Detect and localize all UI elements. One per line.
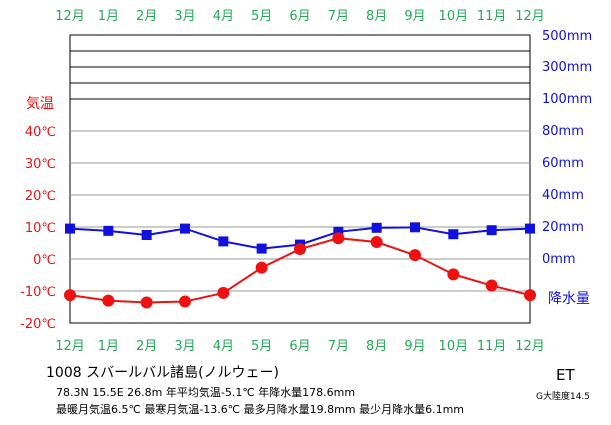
month-label-bottom: 7月: [328, 339, 349, 354]
precipitation-point: [256, 243, 267, 254]
precipitation-tick-label: 100mm: [542, 92, 592, 107]
month-label-bottom: 3月: [174, 339, 195, 354]
month-label-top: 1月: [98, 9, 119, 24]
precipitation-point: [141, 230, 152, 240]
temperature-point: [140, 296, 153, 309]
precipitation-point: [180, 223, 190, 234]
precipitation-point: [486, 225, 497, 236]
month-label-top: 3月: [174, 9, 195, 24]
precipitation-tick-label: 20mm: [542, 220, 584, 235]
precipitation-tick-label: 0mm: [542, 252, 576, 267]
station-stats-line-1: 78.3N 15.5E 26.8m 年平均気温-5.1℃ 年降水量178.6mm: [56, 386, 356, 399]
precipitation-point: [103, 225, 114, 236]
month-label-bottom: 12月: [515, 339, 545, 354]
temperature-point: [102, 294, 115, 307]
precipitation-point: [371, 222, 382, 233]
month-label-top: 5月: [251, 9, 272, 24]
month-label-top: 12月: [55, 9, 85, 24]
month-label-top: 10月: [439, 9, 469, 24]
temperature-tick-label: 10℃: [25, 221, 56, 236]
continentality-index: G大陸度14.5: [536, 392, 591, 402]
temperature-tick-label: -20℃: [20, 317, 56, 332]
month-label-bottom: 12月: [55, 339, 85, 354]
temperature-tick-label: -10℃: [20, 285, 56, 300]
month-label-top: 12月: [515, 9, 545, 24]
month-label-top: 6月: [289, 9, 310, 24]
climate-classification: ET: [556, 366, 575, 384]
precipitation-tick-label: 300mm: [542, 60, 592, 75]
temperature-point: [332, 232, 345, 245]
temperature-tick-label: 40℃: [25, 125, 56, 140]
month-label-bottom: 8月: [366, 339, 387, 354]
precipitation-tick-label: 40mm: [542, 188, 584, 203]
grid-lines: [70, 50, 530, 292]
month-label-bottom: 5月: [251, 339, 272, 354]
temperature-point: [485, 279, 498, 292]
month-label-top: 11月: [477, 9, 507, 24]
month-label-bottom: 6月: [289, 339, 310, 354]
plot-frame: [69, 34, 531, 324]
month-label-top: 2月: [136, 9, 157, 24]
month-label-bottom: 11月: [477, 339, 507, 354]
precipitation-point: [333, 226, 344, 237]
precipitation-point: [448, 229, 459, 240]
precipitation-tick-label: 80mm: [542, 124, 584, 139]
month-label-bottom: 9月: [404, 339, 425, 354]
precipitation-point: [65, 223, 75, 234]
precipitation-axis-label: 降水量: [548, 291, 590, 307]
month-label-bottom: 2月: [136, 339, 157, 354]
temperature-point: [524, 289, 536, 302]
temperature-axis-label: 気温: [26, 96, 54, 112]
temperature-point: [447, 268, 460, 281]
month-label-bottom: 1月: [98, 339, 119, 354]
precipitation-point: [218, 236, 229, 247]
precipitation-tick-label: 60mm: [542, 156, 584, 171]
plot-border: [69, 34, 531, 324]
precipitation-point: [410, 222, 420, 233]
temperature-tick-label: 20℃: [25, 189, 56, 204]
month-label-top: 9月: [404, 9, 425, 24]
temperature-point: [294, 243, 306, 256]
month-label-bottom: 10月: [439, 339, 469, 354]
temperature-point: [370, 236, 383, 249]
temperature-point: [64, 289, 76, 302]
temperature-axis: 気温 40℃ 30℃ 20℃ 10℃ 0℃ -10℃ -20℃: [20, 96, 56, 332]
precipitation-tick-label: 500mm: [542, 29, 592, 44]
temperature-tick-label: 0℃: [33, 253, 56, 268]
station-stats-line-2: 最暖月気温6.5℃ 最寒月気温-13.6℃ 最多月降水量19.8mm 最少月降水…: [56, 403, 464, 416]
month-label-top: 7月: [328, 9, 349, 24]
month-labels-bottom: 12月 1月 2月 3月 4月 5月 6月 7月 8月 9月 10月 11月 12月: [55, 339, 545, 354]
month-label-top: 8月: [366, 9, 387, 24]
precipitation-point: [525, 223, 535, 234]
month-label-bottom: 4月: [213, 339, 234, 354]
temperature-point: [255, 261, 268, 274]
temperature-point: [179, 295, 191, 308]
temperature-point: [217, 286, 230, 299]
station-title: 1008 スバールバル諸島(ノルウェー): [46, 365, 280, 381]
month-labels-top: 12月 1月 2月 3月 4月 5月 6月 7月 8月 9月 10月 11月 12月: [55, 9, 545, 24]
climate-chart: 12月 1月 2月 3月 4月 5月 6月 7月 8月 9月 10月 11月 12月 12月 1月 2月 3月…: [20, 9, 592, 354]
temperature-tick-label: 30℃: [25, 157, 56, 172]
precipitation-axis: 500mm 300mm 100mm 80mm 60mm 40mm 20mm 0mm 降水量: [542, 29, 592, 307]
month-label-top: 4月: [213, 9, 234, 24]
temperature-point: [409, 249, 421, 262]
temperature-series: [64, 232, 536, 309]
